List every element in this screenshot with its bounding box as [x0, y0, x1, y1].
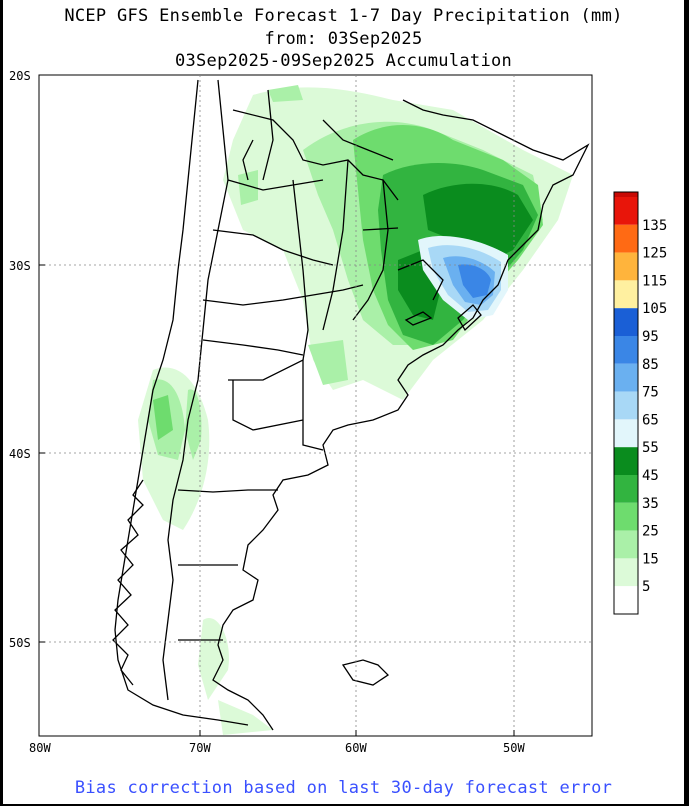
legend-label-25: 25: [642, 524, 659, 540]
legend-top-cap: [614, 192, 638, 197]
legend-label-85: 85: [642, 357, 659, 373]
legend-swatch-25: [614, 502, 638, 531]
legend-label-115: 115: [642, 273, 667, 289]
legend-label-45: 45: [642, 468, 659, 484]
legend-swatch-35: [614, 475, 638, 503]
longitude-labels: 80W 70W 60W 50W: [29, 741, 525, 755]
legend-label-35: 35: [642, 496, 659, 512]
lat-label-40s: 40S: [9, 447, 31, 461]
lon-label-70w: 70W: [189, 741, 211, 755]
legend-swatch-5: [614, 558, 638, 587]
legend-label-95: 95: [642, 329, 659, 345]
legend-label-55: 55: [642, 440, 659, 456]
map-canvas: 20S 30S 40S 50S 80W 70W 60W 50W 135 125 11…: [9, 69, 667, 755]
precip-legend: 135 125 115 105 95 85 75 65 55 45 35 25 15 5: [613, 191, 667, 615]
map-plot-area: [38, 74, 593, 737]
lat-label-20s: 20S: [9, 69, 31, 83]
bias-correction-note: Bias correction based on last 30-day for…: [74, 778, 613, 798]
legend-label-105: 105: [642, 301, 667, 317]
legend-swatch-55: [614, 419, 638, 448]
legend-label-135: 135: [642, 218, 667, 234]
legend-swatch-125: [614, 224, 638, 253]
legend-border: [613, 191, 639, 615]
legend-label-5: 5: [642, 579, 650, 595]
graticule: [39, 75, 592, 736]
legend-label-15: 15: [642, 551, 659, 567]
axis-ticks: [38, 74, 515, 736]
legend-swatch-85: [614, 336, 638, 364]
legend-swatch-below-5: [614, 586, 638, 614]
map-accumulation-period: 03Sep2025-09Sep2025 Accumulation: [174, 51, 513, 71]
legend-swatch-45: [614, 447, 638, 475]
legend-swatch-105: [614, 280, 638, 309]
legend-label-75: 75: [642, 385, 659, 401]
lon-label-80w: 80W: [29, 741, 51, 755]
lat-label-50s: 50S: [9, 636, 31, 650]
land-boundaries: [112, 79, 590, 731]
lon-label-60w: 60W: [345, 741, 367, 755]
map-title: NCEP GFS Ensemble Forecast 1-7 Day Preci…: [64, 6, 623, 26]
precip-85mm-areas: [458, 264, 491, 298]
legend-swatch-65: [614, 391, 638, 420]
legend-swatch-15: [614, 530, 638, 559]
legend-label-125: 125: [642, 246, 667, 262]
latitude-labels: 20S 30S 40S 50S: [9, 69, 31, 650]
legend-swatch-135: [614, 197, 638, 225]
map-init-date: from: 03Sep2025: [264, 29, 423, 49]
lat-label-30s: 30S: [9, 259, 31, 273]
lon-label-50w: 50W: [503, 741, 525, 755]
legend-swatch-75: [614, 363, 638, 392]
legend-swatch-95: [614, 308, 638, 336]
legend-label-65: 65: [642, 412, 659, 428]
map-frame: NCEP GFS Ensemble Forecast 1-7 Day Preci…: [3, 0, 684, 804]
legend-swatch-115: [614, 252, 638, 281]
